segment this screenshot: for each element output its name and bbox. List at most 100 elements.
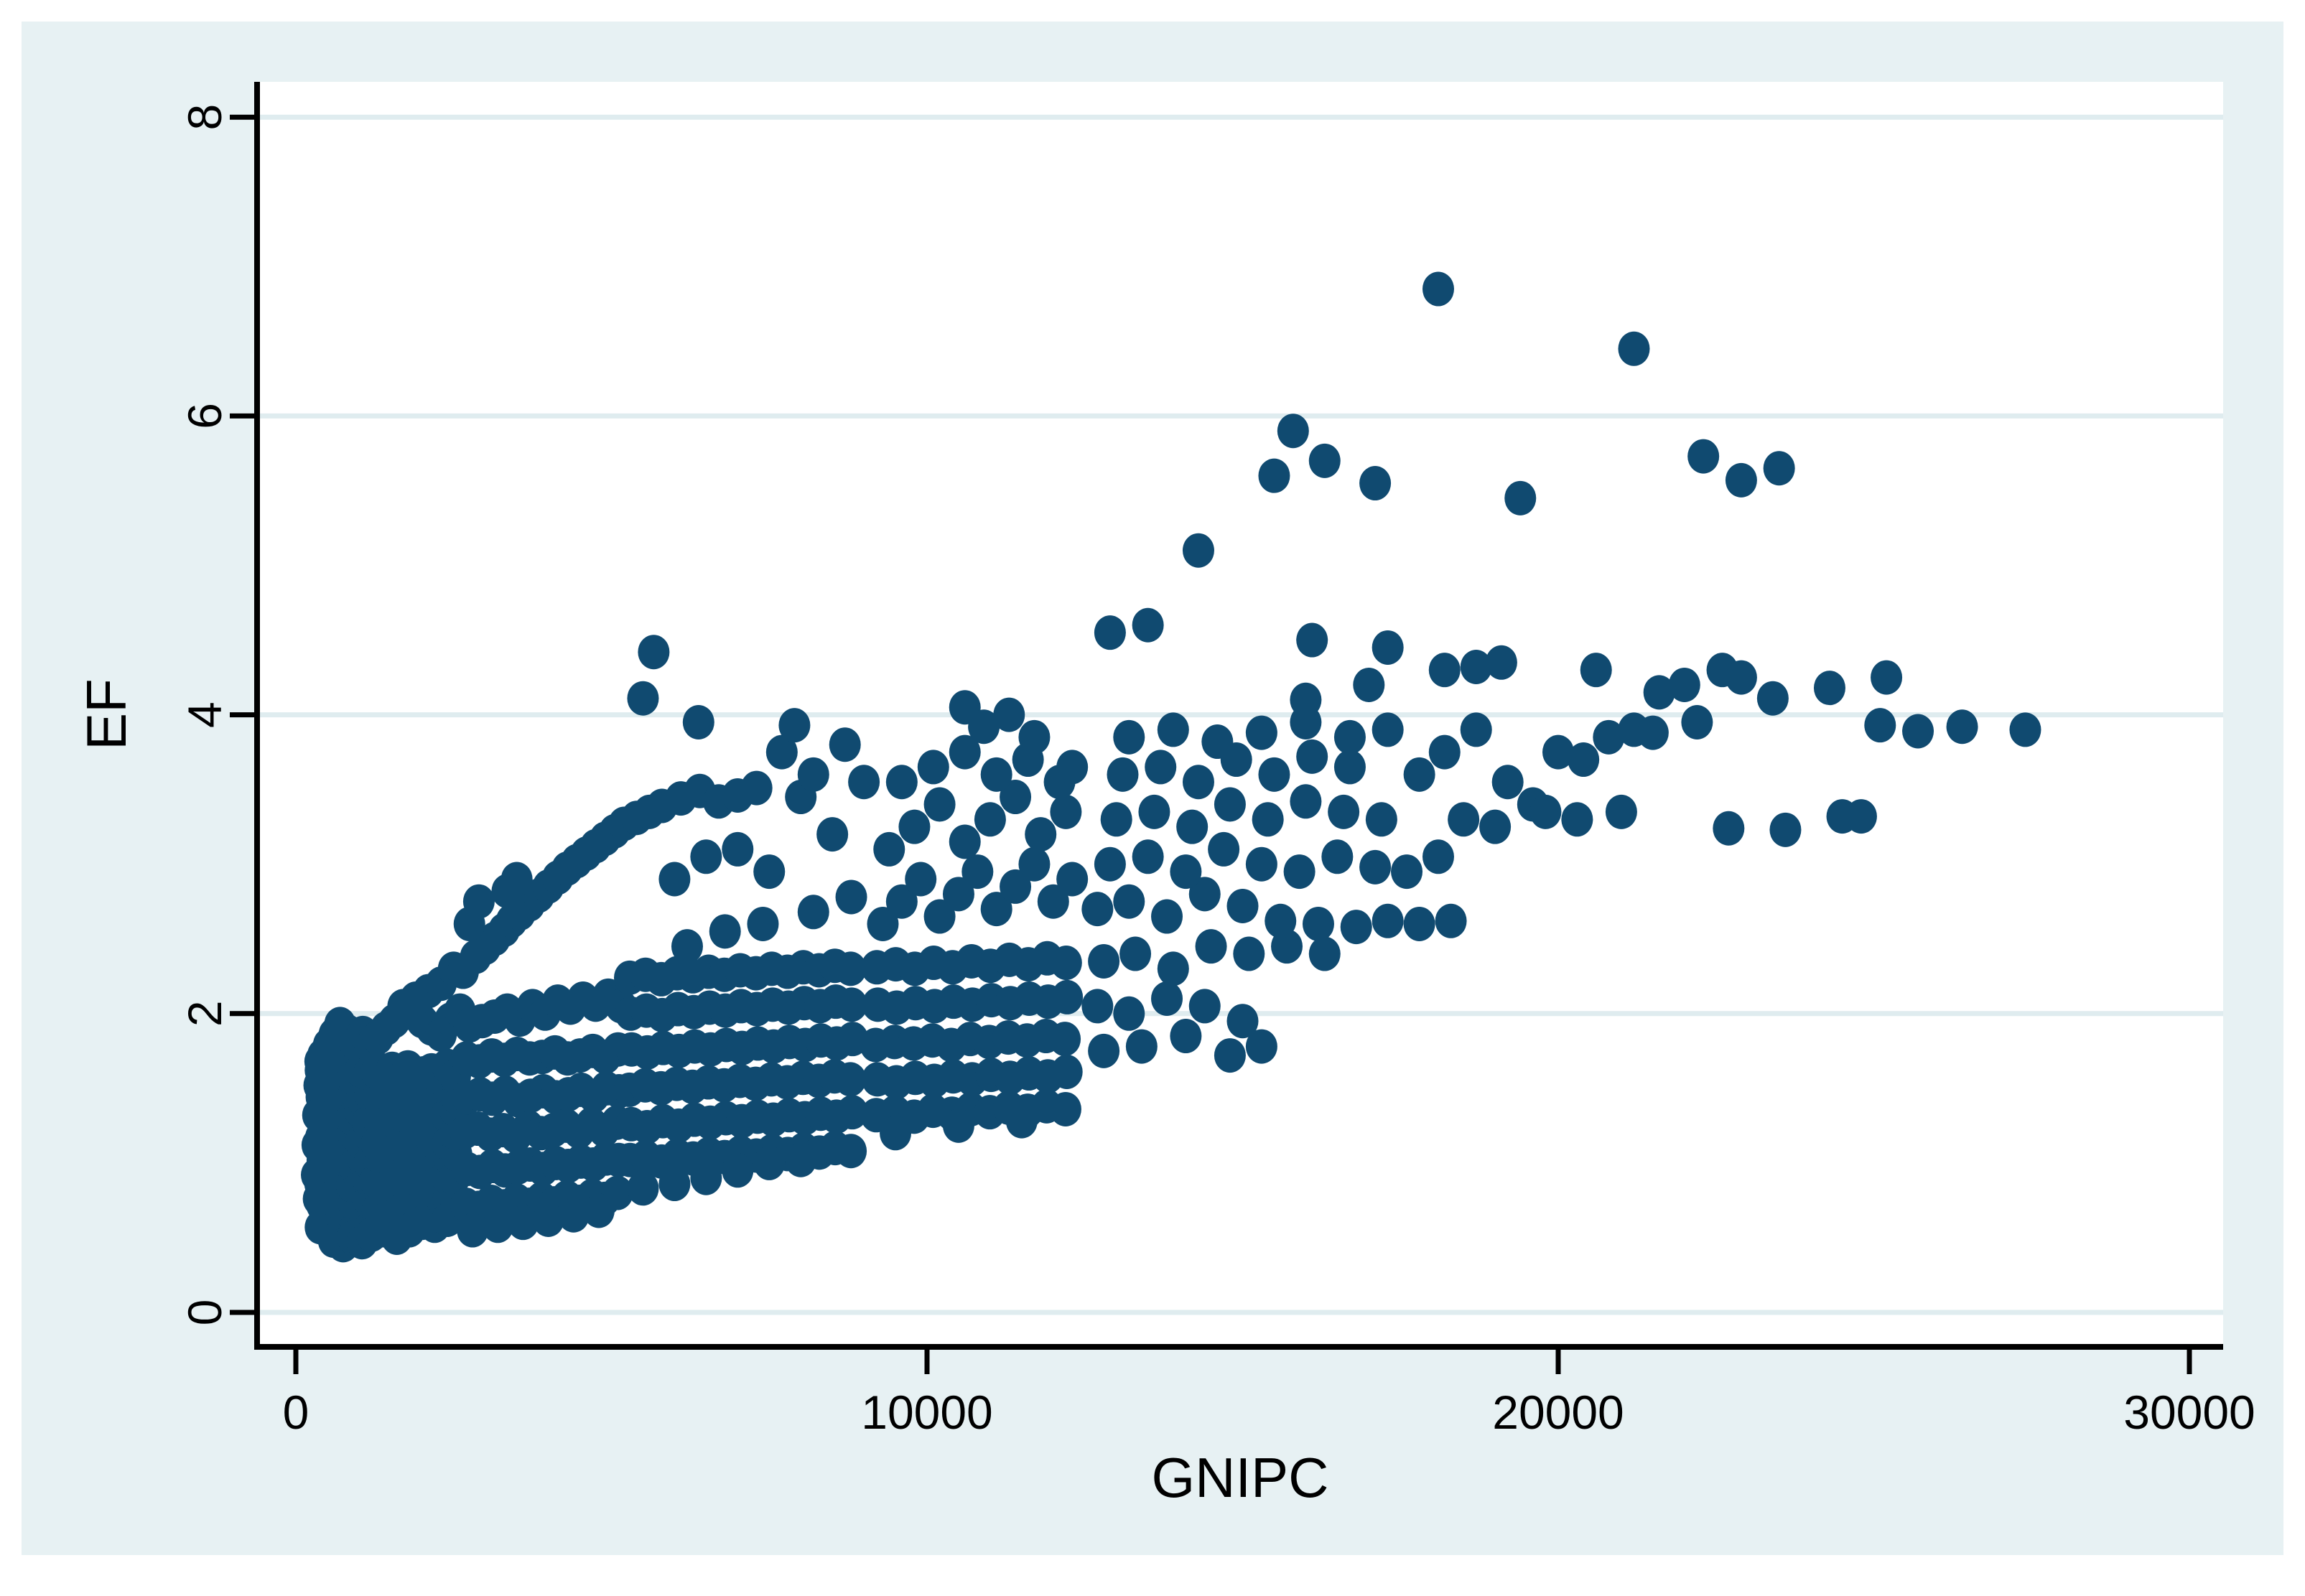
data-point [1321,839,1354,874]
data-point [835,987,867,1022]
x-tick-label: 30000 [2123,1386,2255,1439]
data-point [1365,802,1397,837]
data-point [658,862,691,897]
data-point [1372,712,1404,747]
scatter-points [301,271,2041,1263]
data-point [1170,854,1202,890]
data-point [765,734,798,770]
data-point [1107,757,1139,792]
data-point [1265,903,1297,938]
data-point [1132,607,1164,643]
data-point [1283,854,1316,890]
y-tick-label: 6 [178,403,231,429]
data-point [1725,462,1757,498]
data-point [923,899,956,934]
data-point [482,1208,514,1243]
data-point [1643,675,1675,710]
data-point [1050,794,1082,829]
data-point [1233,936,1265,971]
data-point [1188,989,1221,1024]
data-point [740,770,773,806]
data-point [1049,1022,1081,1057]
data-point [835,879,867,915]
data-point [1302,906,1334,941]
data-point [1428,653,1461,688]
y-tick-label: 8 [178,104,231,131]
data-point [1125,1029,1158,1064]
data-point [1328,794,1360,829]
data-point [816,817,849,852]
data-point [1113,884,1145,919]
data-point [1151,981,1183,1016]
gridlines [257,114,2223,1315]
data-point [1435,903,1467,938]
data-point [1561,802,1593,837]
data-point [797,757,829,792]
data-point [885,884,918,919]
data-point [1056,750,1089,785]
data-point [722,1153,754,1188]
data-point [1580,653,1612,688]
data-point [1056,862,1089,897]
data-point [638,635,670,670]
data-point [682,705,714,740]
data-point [1050,946,1082,981]
data-point [301,1127,333,1162]
data-point [582,1193,615,1228]
data-point [1769,812,1802,847]
data-point [1372,903,1404,938]
x-axis-title: GNIPC [1151,1446,1328,1509]
data-point [993,697,1025,732]
data-point [507,1205,539,1241]
data-point [885,765,918,800]
data-point [557,1198,590,1233]
y-axis-ticks: 0 2 4 6 8 [178,104,257,1326]
data-point [1051,1054,1083,1089]
data-point [778,708,811,743]
data-point [1403,906,1435,941]
data-point [627,681,659,716]
data-point [898,809,931,844]
data-point [1308,936,1341,971]
data-point [1208,831,1240,867]
data-point [1100,802,1132,837]
data-point [1258,757,1290,792]
data-point [753,1145,786,1180]
data-point [1504,480,1537,515]
data-point [1051,979,1084,1014]
data-point [942,1108,974,1143]
data-point [1245,1029,1277,1064]
data-point [532,1202,564,1237]
data-point [873,831,905,867]
data-point [785,1142,817,1177]
x-tick-label: 20000 [1492,1386,1624,1439]
data-point [1813,671,1845,706]
data-point [1201,724,1234,760]
data-point [462,884,495,919]
data-point [942,877,974,912]
data-point [848,765,880,800]
data-point [1359,466,1392,501]
data-point [304,1044,336,1079]
data-point [1157,712,1189,747]
data-point [1170,1019,1202,1054]
data-point [302,1181,335,1216]
chart-figure: 0 10000 20000 30000 0 2 4 6 8 GNIPC EF [22,22,2283,1555]
data-point [1725,660,1757,695]
data-point [1000,869,1032,904]
data-point [1226,1004,1259,1039]
data-point [627,1171,659,1206]
y-tick-label: 0 [178,1299,231,1326]
data-point [1049,1091,1081,1126]
data-point [709,914,741,949]
data-point [500,862,533,897]
data-point [658,1167,691,1202]
data-point [1277,414,1309,449]
data-point [1151,899,1183,934]
data-point [1428,734,1461,770]
data-point [1340,910,1372,945]
data-point [1245,846,1277,882]
data-point [1176,809,1209,844]
data-point [1460,650,1492,685]
